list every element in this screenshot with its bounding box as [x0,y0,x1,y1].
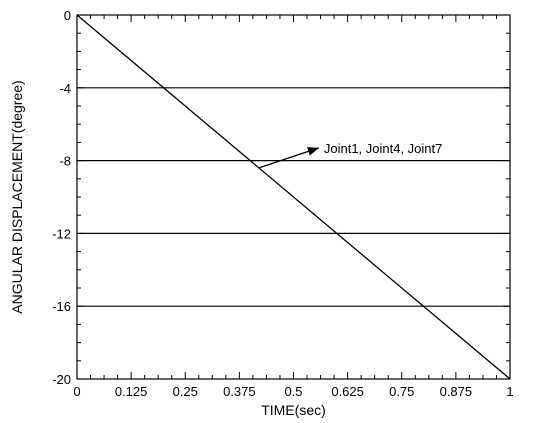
x-tick-label: 0 [73,384,80,399]
y-axis-title: ANGULAR DISPLACEMENT(degree) [9,80,25,313]
y-tick-label: -8 [59,154,71,169]
grid-lines [77,87,510,307]
series-line [76,14,511,380]
y-tick-labels: 0 -4 -8 -12 -16 -20 [52,8,71,387]
series-layer [76,14,511,380]
x-tick-label: 0.875 [440,384,473,399]
annotation-arrowhead [307,147,319,156]
plot-frame [76,14,511,380]
annotation: Joint1, Joint4, Joint7 [258,141,443,169]
y-tick-label: -16 [52,299,71,314]
y-tick-label: -20 [52,372,71,387]
x-tick-label: 0.75 [389,384,414,399]
x-tick-label: 0.5 [284,384,302,399]
x-tick-label: 0.125 [115,384,148,399]
x-tick-label: 0.625 [331,384,364,399]
y-tick-label: -12 [52,226,71,241]
x-axis-title: TIME(sec) [261,402,326,418]
x-tick-label: 0.375 [223,384,256,399]
x-tick-label: 0.25 [173,384,198,399]
y-tick-label: 0 [64,8,71,23]
x-tick-label: 1 [506,384,513,399]
y-tick-label: -4 [59,81,71,96]
x-tick-labels: 0 0.125 0.25 0.375 0.5 0.625 0.75 0.875 1 [73,384,513,399]
annotation-label: Joint1, Joint4, Joint7 [324,141,443,156]
